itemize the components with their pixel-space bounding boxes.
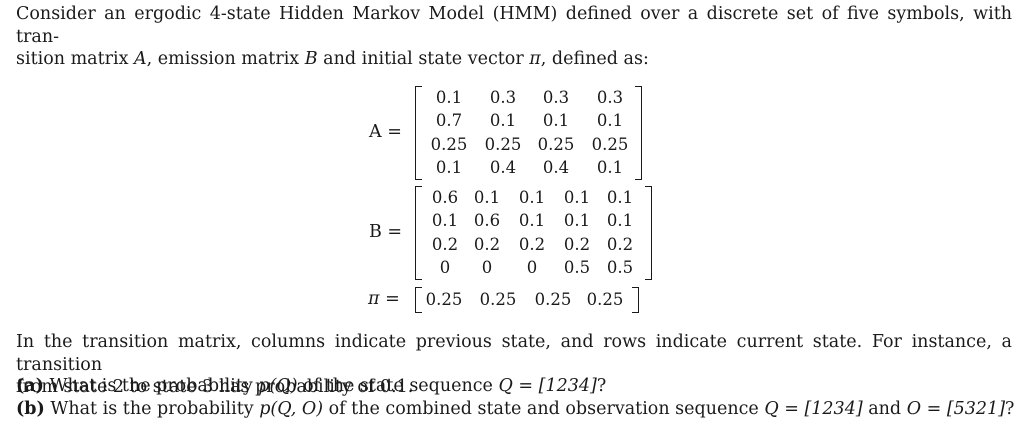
question-b: (b) What is the probability p(Q, O) of t… [16, 398, 1016, 421]
question-a-text-3: ? [596, 376, 607, 396]
matrix-b-label-text: B = [369, 222, 403, 242]
matrix-a-cell: 0.3 [489, 88, 517, 107]
matrix-a-cell: 0.25 [484, 135, 522, 154]
matrix-b: 0.6 0.1 0.1 0.1 0.1 0.1 0.6 0.1 0.1 0.1 0.2 0.2 0.2 0… [415, 186, 652, 280]
matrix-a: 0.1 0.3 0.3 0.3 0.7 0.1 0.1 0.1 0.25 0.25 0.25 0.25… [415, 86, 642, 180]
vector-pi: 0.25 0.25 0.25 0.25 [415, 287, 639, 313]
question-b-eq-2: O = [5321] [906, 399, 1006, 419]
vector-pi-label-text: π = [368, 289, 400, 309]
matrix-a-cell: 0.1 [435, 88, 463, 107]
question-b-text-3: and [862, 399, 907, 419]
question-b-text-1: What is the probability [44, 399, 260, 419]
vector-pi-cell: 0.25 [534, 290, 572, 309]
intro-line-2a: sition matrix [16, 49, 135, 69]
intro-line-1: Consider an ergodic 4-state Hidden Marko… [16, 4, 1012, 47]
matrix-b-cell: 0.5 [563, 258, 591, 277]
matrix-b-cell: 0 [481, 258, 493, 277]
matrix-b-cell: 0.2 [431, 235, 459, 254]
matrix-b-cell: 0.1 [606, 188, 634, 207]
matrix-a-cell: 0.3 [596, 88, 624, 107]
matrix-a-cell: 0.7 [435, 111, 463, 130]
vector-pi-row: 0.25 0.25 0.25 0.25 [415, 288, 639, 312]
matrix-a-label-text: A = [369, 122, 402, 142]
matrix-b-cell: 0 [526, 258, 538, 277]
matrix-b-right-bracket [645, 186, 652, 280]
symbol-a: A [134, 49, 147, 69]
question-b-eq-1: Q = [1234] [764, 399, 863, 419]
vector-pi-label: π = [368, 289, 400, 309]
matrix-b-row: 0.2 0.2 0.2 0.2 0.2 [415, 233, 652, 257]
matrix-a-row: 0.1 0.4 0.4 0.1 [415, 156, 642, 180]
matrix-b-cell: 0.5 [606, 258, 634, 277]
matrix-a-cell: 0.4 [542, 158, 570, 177]
matrix-b-cell: 0.1 [563, 188, 591, 207]
question-a-expr: p(Q) [258, 376, 298, 396]
matrix-b-cell: 0.2 [473, 235, 501, 254]
matrix-b-cell: 0.2 [606, 235, 634, 254]
vector-pi-cell: 0.25 [586, 290, 624, 309]
matrix-a-cell: 0.1 [596, 111, 624, 130]
explanation-line-2: from state 2 to state 3 has probability … [16, 377, 414, 397]
vector-pi-cell: 0.25 [479, 290, 517, 309]
matrix-b-row: 0.6 0.1 0.1 0.1 0.1 [415, 186, 652, 210]
question-b-label: (b) [16, 399, 45, 419]
matrix-b-row: 0.1 0.6 0.1 0.1 0.1 [415, 209, 652, 233]
matrix-b-cell: 0 [439, 258, 451, 277]
symbol-b: B [304, 49, 318, 69]
question-a-text-1: What is the probability [43, 376, 259, 396]
vector-pi-left-bracket [415, 287, 422, 313]
explanation-paragraph: In the transition matrix, columns indica… [16, 331, 1012, 399]
matrix-b-cell: 0.1 [518, 211, 546, 230]
matrix-a-cell: 0.25 [591, 135, 629, 154]
matrix-a-cell: 0.25 [430, 135, 468, 154]
vector-pi-right-bracket [632, 287, 639, 313]
question-a-label: (a) [16, 376, 44, 396]
explanation-line-1: In the transition matrix, columns indica… [16, 332, 1012, 375]
matrix-a-row: 0.1 0.3 0.3 0.3 [415, 86, 642, 110]
intro-line-2b: , emission matrix [146, 49, 305, 69]
matrix-a-cell: 0.1 [435, 158, 463, 177]
matrix-b-cell: 0.1 [606, 211, 634, 230]
intro-line-2c: and initial state vector [317, 49, 530, 69]
matrix-a-label: A = [369, 122, 402, 142]
matrix-a-row: 0.25 0.25 0.25 0.25 [415, 133, 642, 157]
question-a-text-2: of the state sequence [297, 376, 499, 396]
matrix-a-cell: 0.25 [537, 135, 575, 154]
question-b-text-2: of the combined state and observation se… [323, 399, 765, 419]
matrix-a-left-bracket [415, 86, 422, 180]
matrix-b-cell: 0.2 [518, 235, 546, 254]
question-a: (a) What is the probability p(Q) of the … [16, 375, 1016, 398]
matrix-a-row: 0.7 0.1 0.1 0.1 [415, 109, 642, 133]
matrix-b-cell: 0.6 [431, 188, 459, 207]
matrix-a-cell: 0.1 [596, 158, 624, 177]
matrix-b-cell: 0.1 [563, 211, 591, 230]
matrix-a-cell: 0.1 [542, 111, 570, 130]
question-b-text-4: ? [1005, 399, 1015, 419]
intro-paragraph: Consider an ergodic 4-state Hidden Marko… [16, 3, 1012, 71]
matrix-a-right-bracket [635, 86, 642, 180]
symbol-pi: π [529, 49, 541, 69]
question-b-expr: p(Q, O) [259, 399, 324, 419]
matrix-b-cell: 0.1 [518, 188, 546, 207]
matrix-a-cell: 0.1 [489, 111, 517, 130]
matrix-b-row: 0 0 0 0.5 0.5 [415, 256, 652, 280]
matrix-b-label: B = [369, 222, 402, 242]
question-a-eq: Q = [1234] [498, 376, 597, 396]
matrix-b-cell: 0.1 [473, 188, 501, 207]
vector-pi-cell: 0.25 [425, 290, 463, 309]
matrix-a-cell: 0.3 [542, 88, 570, 107]
matrix-b-cell: 0.2 [563, 235, 591, 254]
matrix-b-cell: 0.1 [431, 211, 459, 230]
matrix-b-cell: 0.6 [473, 211, 501, 230]
matrix-a-cell: 0.4 [489, 158, 517, 177]
intro-line-2d: , defined as: [540, 49, 649, 69]
matrix-b-left-bracket [415, 186, 422, 280]
